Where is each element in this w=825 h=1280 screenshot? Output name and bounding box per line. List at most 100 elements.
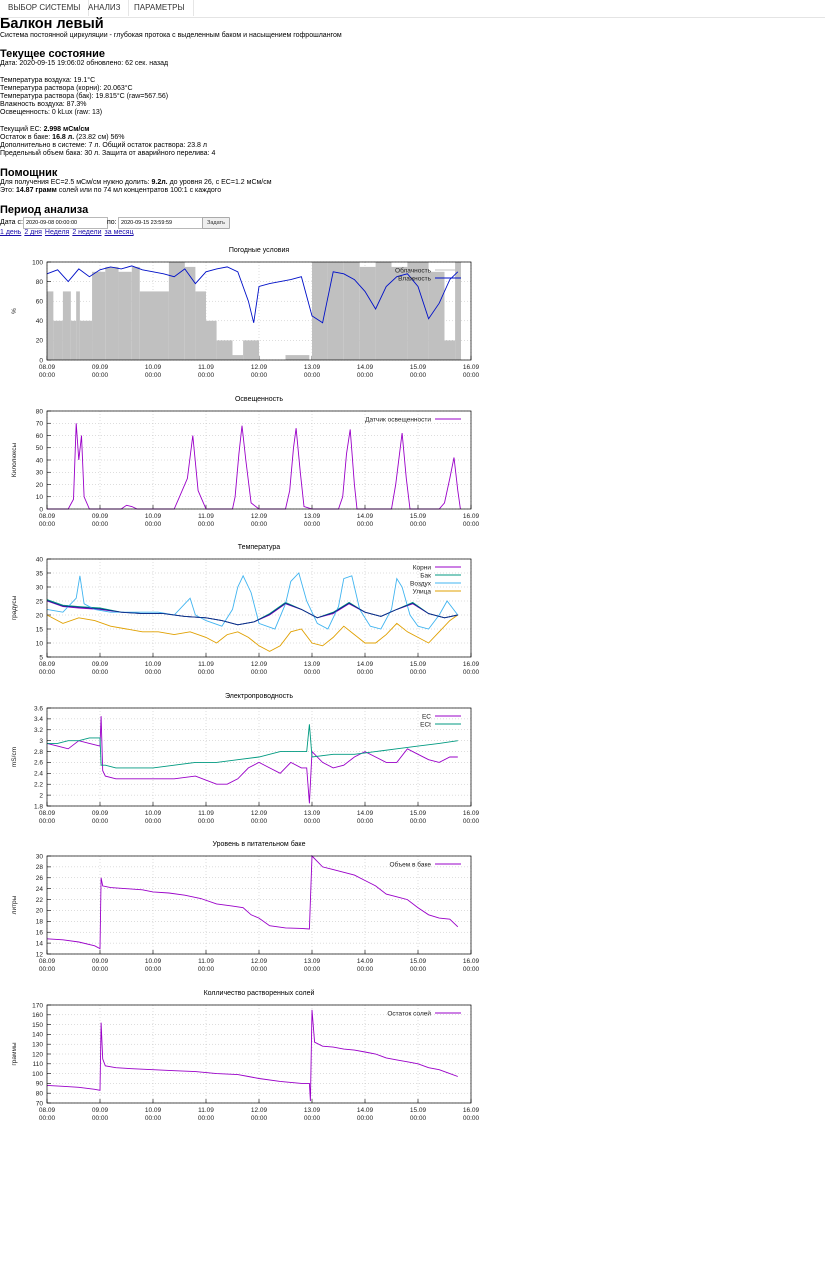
period-link-week[interactable]: Неделя xyxy=(44,229,70,236)
x-tick-sublabel: 00:00 xyxy=(198,669,215,676)
y-tick-label: 30 xyxy=(36,470,44,477)
y-tick-label: 130 xyxy=(32,1042,43,1049)
x-tick-sublabel: 00:00 xyxy=(92,521,109,528)
x-tick-sublabel: 00:00 xyxy=(92,1115,109,1122)
x-tick-label: 09.09 xyxy=(92,810,109,817)
x-tick-label: 08.09 xyxy=(39,958,56,965)
x-tick-sublabel: 00:00 xyxy=(198,521,215,528)
chart-title: Температура xyxy=(238,544,281,551)
x-tick-sublabel: 00:00 xyxy=(463,818,480,825)
cloud-bar xyxy=(131,266,140,360)
nav-tab-system-select[interactable]: ВЫБОР СИСТЕМЫ xyxy=(0,0,90,16)
cloud-bar xyxy=(53,320,63,360)
x-tick-sublabel: 00:00 xyxy=(92,372,109,379)
y-tick-label: 2.4 xyxy=(34,771,43,778)
x-tick-label: 09.09 xyxy=(92,661,109,668)
status-date: Дата: 2020-09-15 19:06:02 обновлено: 62 … xyxy=(0,60,169,67)
x-tick-label: 08.09 xyxy=(39,513,56,520)
y-tick-label: 120 xyxy=(32,1051,43,1058)
chart-title: Уровень в питательном баке xyxy=(213,840,306,848)
y-tick-label: 80 xyxy=(36,408,44,415)
y-tick-label: 35 xyxy=(36,570,44,577)
tank-max-volume: Предельный объем бака: 30 л. Защита от а… xyxy=(0,150,216,157)
x-tick-label: 13.09 xyxy=(304,1107,321,1114)
y-tick-label: 1.8 xyxy=(34,803,43,810)
current-ec-label: Текущий EC: xyxy=(0,126,44,133)
y-tick-label: 80 xyxy=(36,279,44,286)
x-tick-sublabel: 00:00 xyxy=(304,966,321,973)
x-tick-label: 16.09 xyxy=(463,513,480,520)
legend-label: Воздух xyxy=(410,580,432,587)
helper-refill-detail: до уровня 26, с EC=1.2 мСм/см xyxy=(167,179,272,186)
x-tick-sublabel: 00:00 xyxy=(410,521,427,528)
period-link-1-day[interactable]: 1 день xyxy=(0,229,22,236)
series-line xyxy=(47,423,461,510)
y-tick-label: 80 xyxy=(36,1091,44,1098)
plot-frame xyxy=(46,1004,472,1104)
x-tick-sublabel: 00:00 xyxy=(92,669,109,676)
x-tick-label: 14.09 xyxy=(357,661,374,668)
y-axis-label: % xyxy=(11,308,18,314)
x-tick-label: 09.09 xyxy=(92,364,109,371)
y-tick-label: 20 xyxy=(36,482,44,489)
y-tick-label: 3 xyxy=(39,738,43,745)
tank-remaining: Остаток в баке: 16.8 л. (23.82 см) 56% xyxy=(0,134,124,142)
x-tick-sublabel: 00:00 xyxy=(145,372,162,379)
x-tick-sublabel: 00:00 xyxy=(357,669,374,676)
x-tick-label: 15.09 xyxy=(410,958,427,965)
x-tick-sublabel: 00:00 xyxy=(39,966,56,973)
chart-conductivity-svg: Электропроводность mS/cm 1.8 2 2.2 2.4 2.6 2.8 3… xyxy=(11,693,480,825)
period-link-2-days[interactable]: 2 дня xyxy=(24,229,42,236)
cloud-bar xyxy=(62,291,71,360)
x-tick-label: 14.09 xyxy=(357,810,374,817)
plot-frame xyxy=(46,707,472,807)
y-tick-label: 20 xyxy=(36,338,44,345)
y-tick-label: 2.8 xyxy=(34,749,43,756)
x-tick-label: 08.09 xyxy=(39,810,56,817)
y-axis-label: граммы xyxy=(11,1042,18,1066)
period-link-month[interactable]: за месяц xyxy=(104,229,134,236)
nav-tab-analysis[interactable]: АНАЛИЗ xyxy=(80,0,130,16)
series-line xyxy=(47,724,458,769)
cloud-bar xyxy=(206,320,217,360)
y-tick-label: 10 xyxy=(36,494,44,501)
series-line xyxy=(46,1009,458,1102)
x-tick-sublabel: 00:00 xyxy=(251,818,268,825)
cloud-bar xyxy=(243,340,259,360)
helper-salts-label: Это: xyxy=(0,187,16,194)
x-tick-label: 13.09 xyxy=(304,661,321,668)
date-to-input[interactable]: 2020-09-15 23:59:59 xyxy=(118,217,203,229)
x-tick-label: 10.09 xyxy=(145,958,162,965)
helper-refill-value: 9.2л. xyxy=(151,179,168,186)
y-tick-label: 20 xyxy=(36,612,44,619)
x-tick-sublabel: 00:00 xyxy=(357,818,374,825)
x-tick-sublabel: 00:00 xyxy=(463,966,480,973)
nav-tab-parameters[interactable]: ПАРАМЕТРЫ xyxy=(126,0,194,16)
x-tick-label: 15.09 xyxy=(410,364,427,371)
x-tick-sublabel: 00:00 xyxy=(145,1115,162,1122)
cloud-bar xyxy=(168,262,185,360)
x-tick-sublabel: 00:00 xyxy=(410,1115,427,1122)
x-tick-label: 12.09 xyxy=(251,1107,268,1114)
legend-label: Датчик освещенности xyxy=(365,416,431,423)
y-axis-label: градусы xyxy=(11,595,18,620)
apply-period-button[interactable]: Задать xyxy=(202,217,230,229)
plot-frame xyxy=(46,261,472,361)
page-subtitle: Система постоянной циркуляции - глубокая… xyxy=(0,32,342,39)
y-tick-label: 16 xyxy=(36,930,44,937)
x-tick-sublabel: 00:00 xyxy=(198,818,215,825)
period-link-2-weeks[interactable]: 2 недели xyxy=(72,229,102,236)
x-tick-label: 11.09 xyxy=(198,513,214,520)
date-from-input[interactable]: 2020-09-08 00:00:00 xyxy=(23,217,108,229)
x-tick-sublabel: 00:00 xyxy=(251,669,268,676)
air-humidity: Влажность воздуха: 87.3% xyxy=(0,101,87,108)
y-tick-label: 70 xyxy=(36,1100,44,1107)
chart-title: Колличество растворенных солей xyxy=(204,989,315,997)
x-tick-label: 12.09 xyxy=(251,513,268,520)
x-tick-label: 09.09 xyxy=(92,1107,109,1114)
x-tick-label: 12.09 xyxy=(251,661,268,668)
y-tick-label: 70 xyxy=(36,421,44,428)
x-tick-label: 13.09 xyxy=(304,513,321,520)
x-tick-sublabel: 00:00 xyxy=(357,372,374,379)
x-tick-sublabel: 00:00 xyxy=(304,372,321,379)
